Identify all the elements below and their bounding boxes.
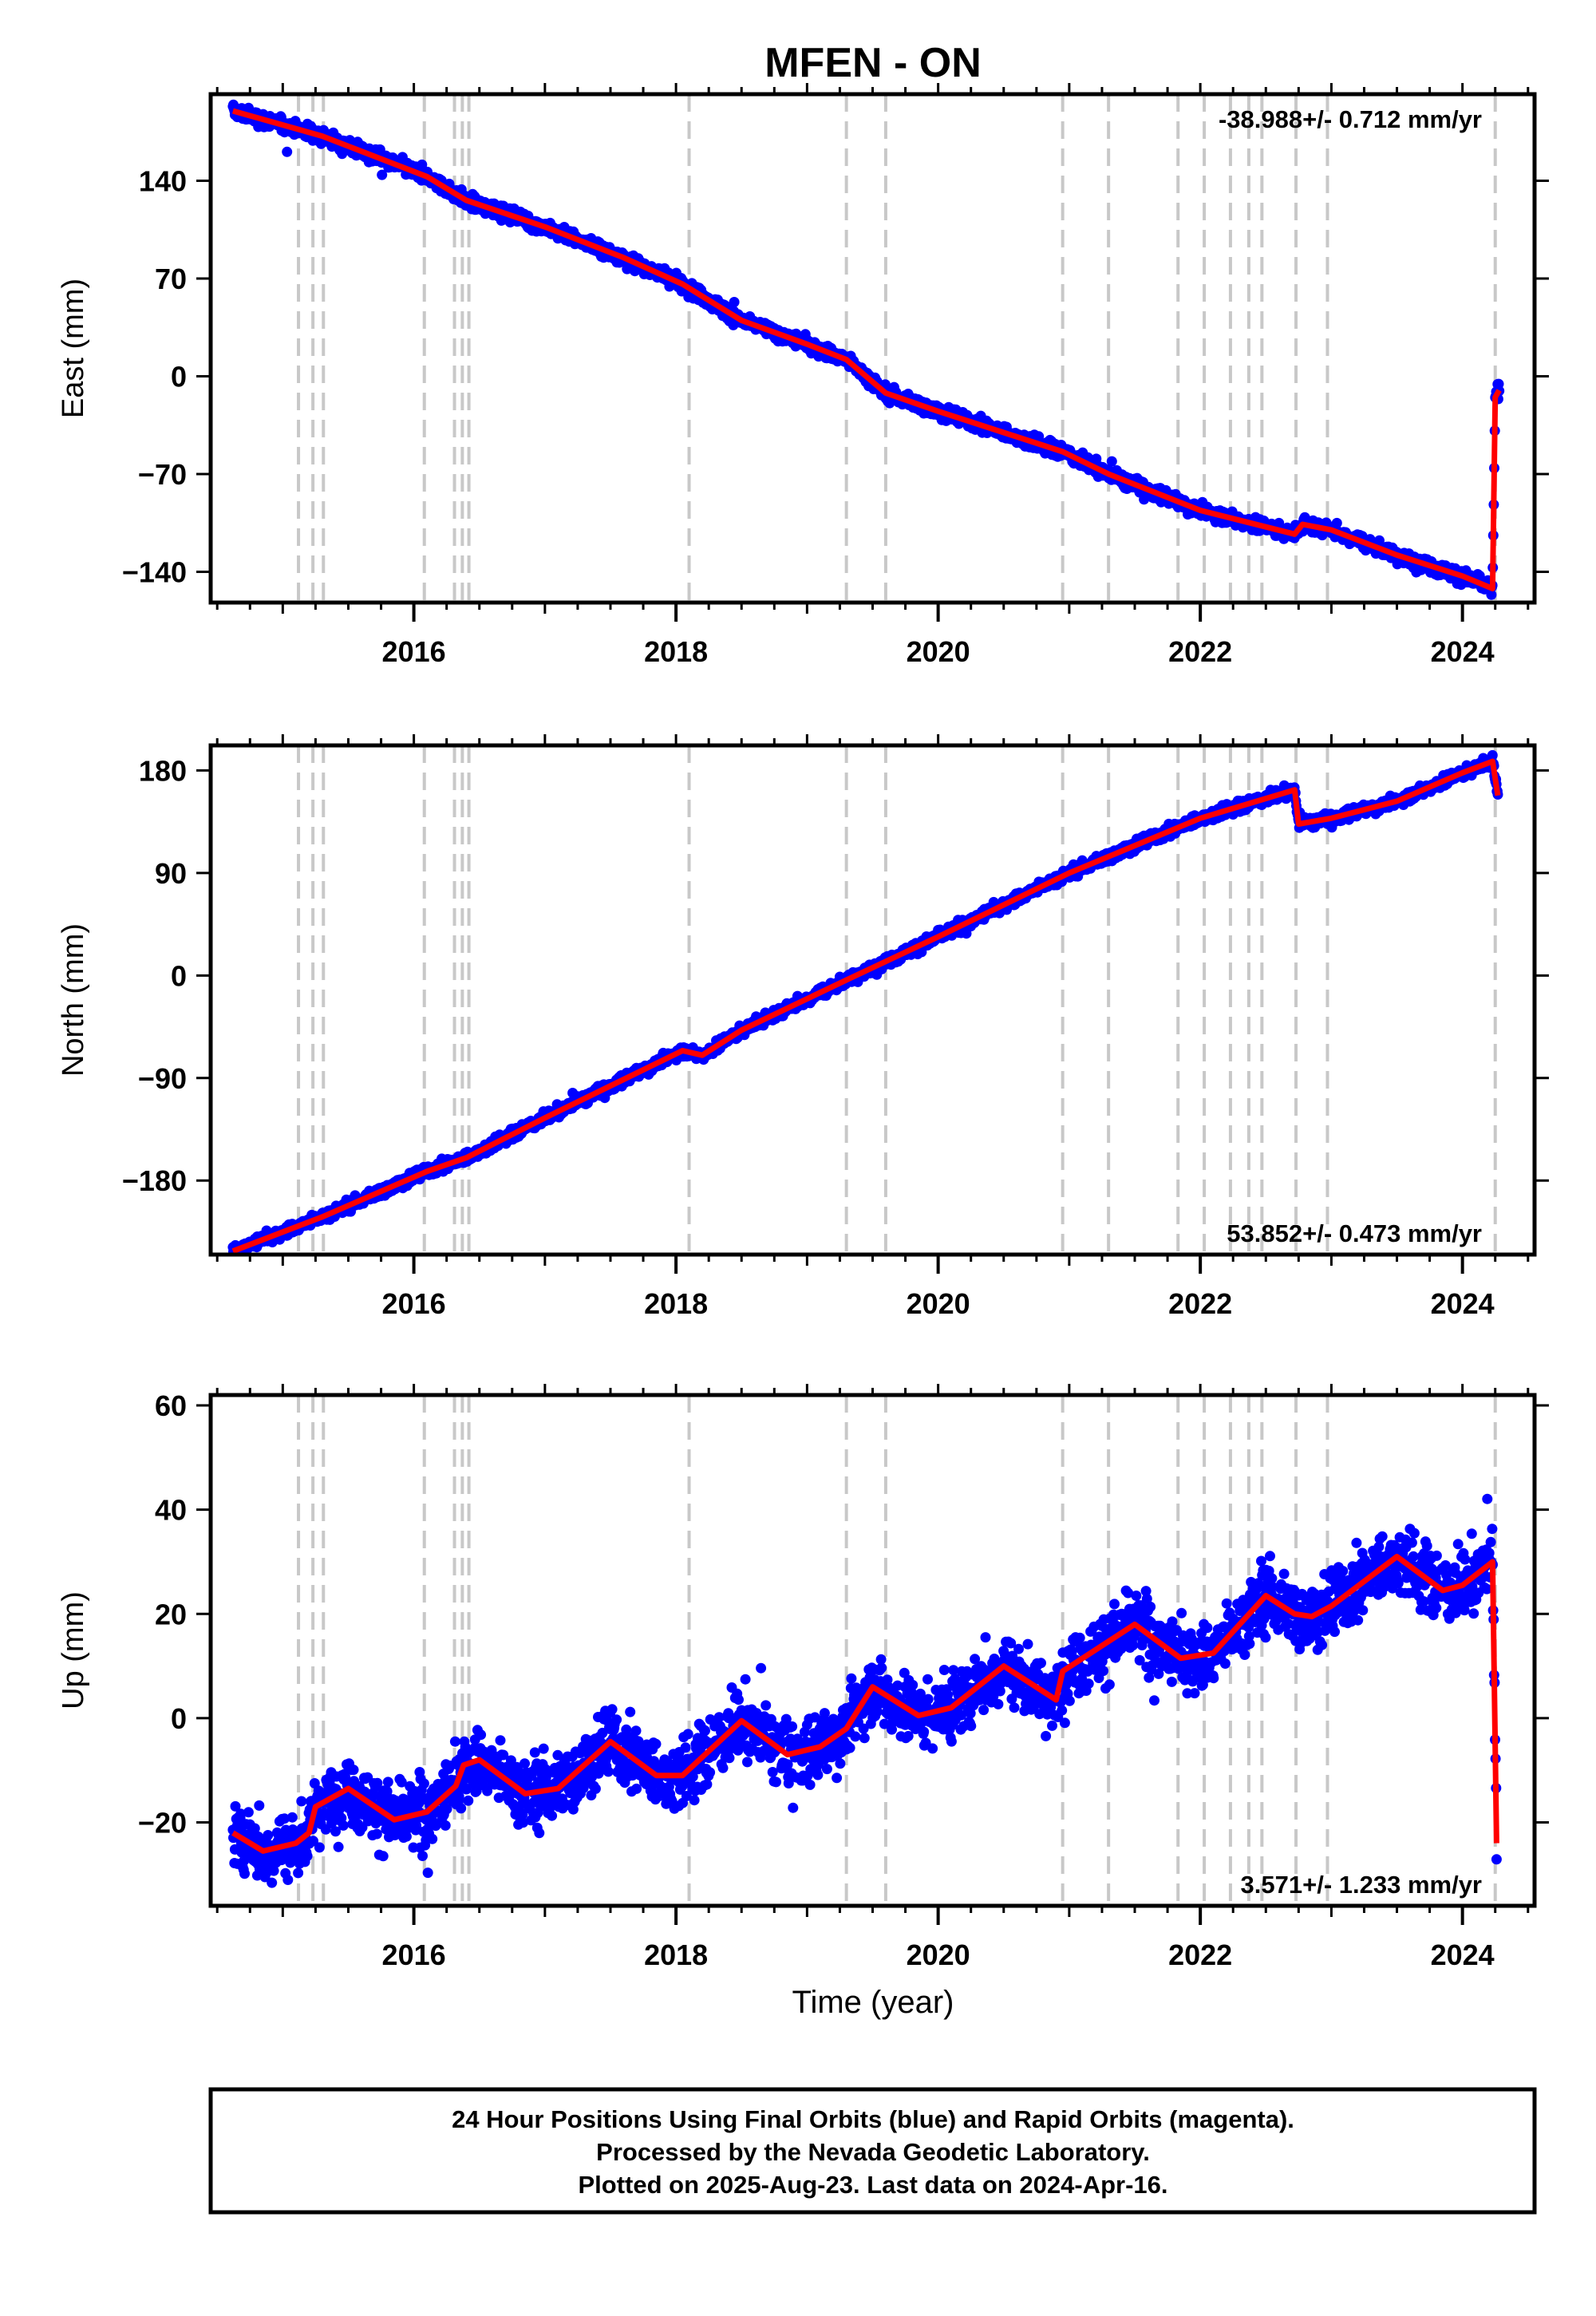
y-tick-label: −70	[138, 458, 187, 491]
model-fit-line	[231, 108, 1502, 591]
plot-area	[227, 94, 1505, 603]
y-tick-label: −140	[122, 556, 187, 589]
velocity-label: -38.988+/- 0.712 mm/yr	[1219, 105, 1482, 133]
chart-title: MFEN - ON	[764, 40, 982, 86]
position-point	[729, 297, 740, 307]
position-point	[282, 146, 293, 157]
x-tick-label: 2020	[907, 635, 970, 668]
position-point	[1331, 517, 1342, 528]
position-point	[1106, 456, 1117, 467]
daily-positions	[227, 749, 1503, 1255]
x-tick-label: 2018	[644, 635, 708, 668]
y-axis-label: East (mm)	[57, 279, 90, 418]
position-point	[377, 169, 388, 180]
x-tick-label: 2024	[1431, 635, 1495, 668]
panels: −140 −70 0 70 140 2016 2018 2020 2022 2024 East (m…	[57, 83, 1549, 1971]
y-tick-label: 70	[155, 263, 187, 295]
plot-area	[227, 745, 1503, 1255]
y-tick-label: 140	[139, 165, 187, 198]
x-tick-label: 2016	[382, 635, 446, 668]
y-tick-label: 0	[171, 361, 187, 393]
position-point	[1486, 589, 1497, 600]
panel-1: −140 −70 0 70 140 2016 2018 2020 2022 2024 East (m…	[57, 83, 1549, 668]
x-tick-label: 2022	[1168, 635, 1232, 668]
